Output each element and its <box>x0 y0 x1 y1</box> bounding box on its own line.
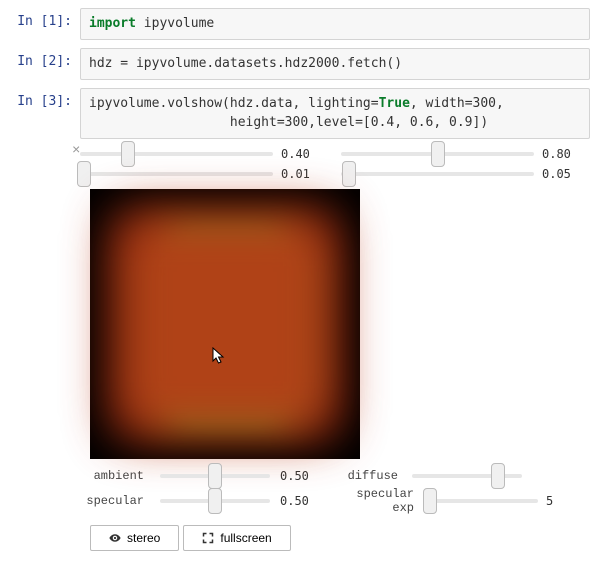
specular-label: specular <box>80 494 150 508</box>
code-cell-2: In [2]: hdz = ipyvolume.datasets.hdz2000… <box>0 48 600 80</box>
slider-track-2a[interactable] <box>80 172 273 176</box>
prompt-1: In [1]: <box>0 8 80 40</box>
slider-value-2a: 0.01 <box>281 167 329 181</box>
diffuse-thumb[interactable] <box>491 463 505 489</box>
code-1-rest: ipyvolume <box>144 16 214 31</box>
stereo-button[interactable]: stereo <box>90 525 179 551</box>
specular-exp-thumb[interactable] <box>423 488 437 514</box>
slider-value-2b: 0.05 <box>542 167 590 181</box>
code-3-line1a: ipyvolume.volshow(hdz.data, lighting= <box>89 96 379 111</box>
ambient-row: ambient 0.50 diffuse <box>80 469 590 483</box>
eye-icon <box>109 532 121 544</box>
slider-thumb-1b[interactable] <box>431 141 445 167</box>
level-slider-row-2: 0.01 0.05 <box>80 167 590 181</box>
code-3-line2: height=300,level=[0.4, 0.6, 0.9]) <box>89 115 488 130</box>
prompt-2: In [2]: <box>0 48 80 80</box>
level-slider-row-1: 0.40 0.80 <box>80 147 590 161</box>
stereo-label: stereo <box>127 531 160 545</box>
slider-thumb-1a[interactable] <box>121 141 135 167</box>
keyword-import: import <box>89 16 144 31</box>
ambient-value: 0.50 <box>280 469 324 483</box>
slider-value-1b: 0.80 <box>542 147 590 161</box>
fullscreen-label: fullscreen <box>220 531 271 545</box>
level-slider-2b: 0.05 <box>341 167 590 181</box>
code-input-1[interactable]: import ipyvolume <box>80 8 590 40</box>
ambient-label: ambient <box>80 469 150 483</box>
specular-exp-track[interactable] <box>428 499 538 503</box>
specular-exp-value: 5 <box>546 494 590 508</box>
ambient-track[interactable] <box>160 474 270 478</box>
slider-track-1b[interactable] <box>341 152 534 156</box>
slider-track-2b[interactable] <box>341 172 534 176</box>
keyword-true: True <box>379 96 410 111</box>
code-cell-3: In [3]: ipyvolume.volshow(hdz.data, ligh… <box>0 88 600 138</box>
level-slider-1a: 0.40 <box>80 147 329 161</box>
ambient-thumb[interactable] <box>208 463 222 489</box>
prompt-3: In [3]: <box>0 88 80 138</box>
slider-thumb-2a[interactable] <box>77 161 91 187</box>
specular-thumb[interactable] <box>208 488 222 514</box>
slider-track-1a[interactable] <box>80 152 273 156</box>
volume-layer <box>110 209 340 439</box>
slider-thumb-2b[interactable] <box>342 161 356 187</box>
specular-row: specular 0.50 specular exp 5 <box>80 487 590 515</box>
code-input-3[interactable]: ipyvolume.volshow(hdz.data, lighting=Tru… <box>80 88 590 138</box>
code-3-line1b: , width=300, <box>410 96 504 111</box>
specular-exp-label: specular exp <box>334 487 420 515</box>
diffuse-label: diffuse <box>334 469 404 483</box>
fullscreen-button[interactable]: fullscreen <box>183 525 290 551</box>
code-2-text: hdz = ipyvolume.datasets.hdz2000.fetch() <box>89 56 402 71</box>
specular-track[interactable] <box>160 499 270 503</box>
close-icon[interactable]: × <box>72 143 80 159</box>
volume-render-canvas[interactable] <box>90 189 360 459</box>
code-cell-1: In [1]: import ipyvolume <box>0 8 600 40</box>
code-input-2[interactable]: hdz = ipyvolume.datasets.hdz2000.fetch() <box>80 48 590 80</box>
fullscreen-icon <box>202 532 214 544</box>
button-row: stereo fullscreen <box>90 525 590 551</box>
level-slider-1b: 0.80 <box>341 147 590 161</box>
slider-value-1a: 0.40 <box>281 147 329 161</box>
diffuse-track[interactable] <box>412 474 522 478</box>
level-slider-2a: 0.01 <box>80 167 329 181</box>
specular-value: 0.50 <box>280 494 324 508</box>
widget-output: × 0.40 0.80 0.01 0.05 <box>80 147 590 551</box>
